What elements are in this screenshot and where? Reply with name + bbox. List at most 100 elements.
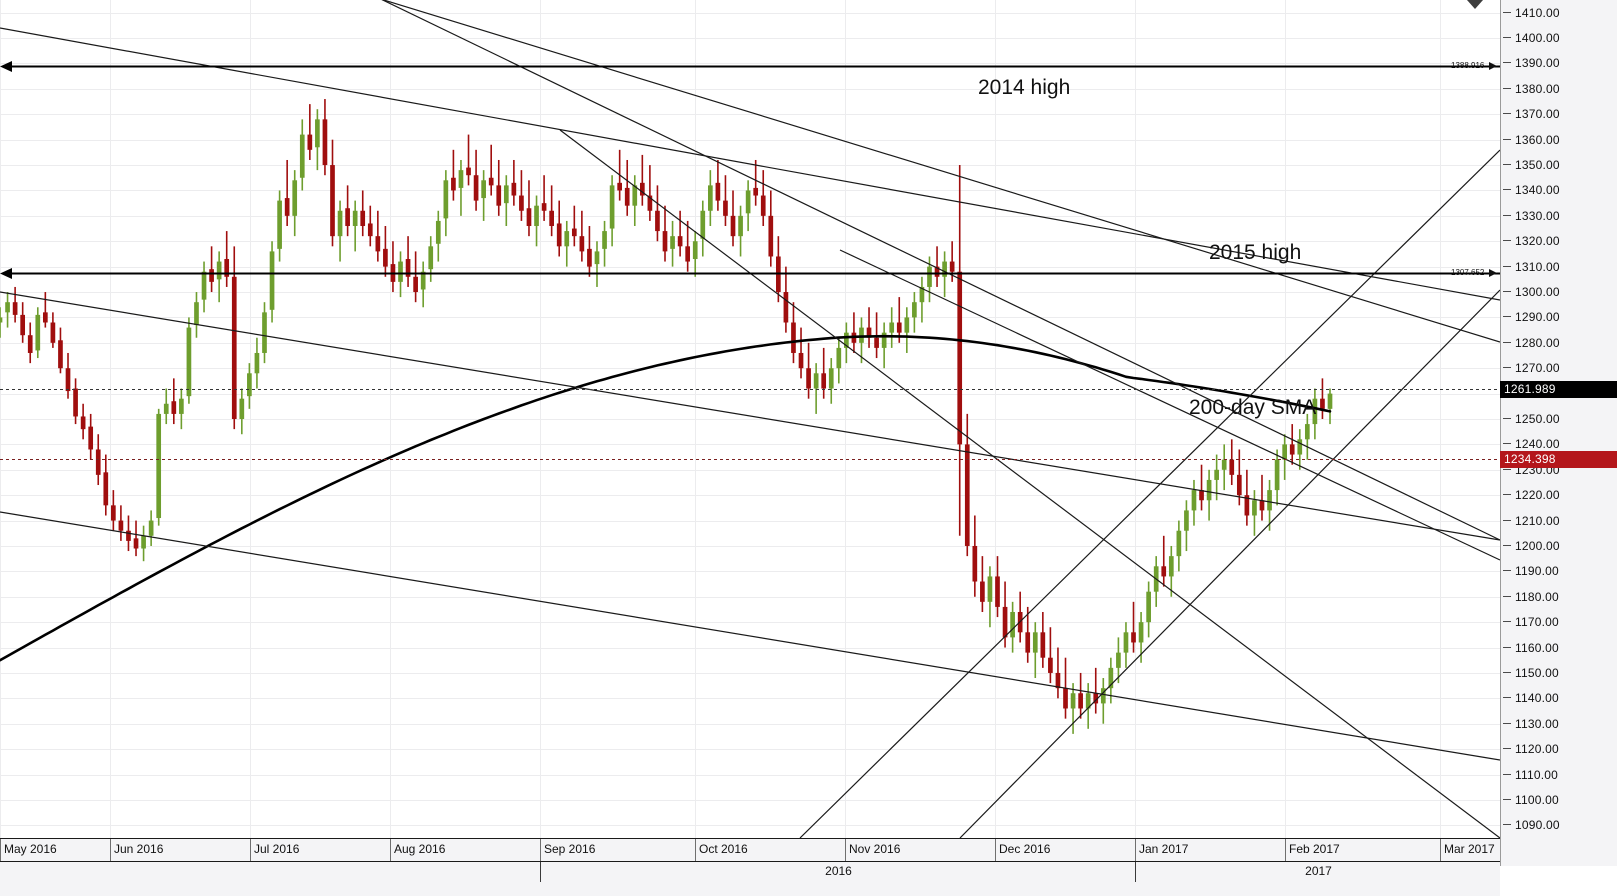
price-axis[interactable]: 1410.00 1400.00 1390.00 1380.00 1370.00 1360.… — [1500, 0, 1617, 866]
price-axis-tick: 1150.00 — [1501, 666, 1617, 680]
price-tick-label: 1300.00 — [1515, 285, 1560, 300]
candle-body — [1002, 606, 1008, 638]
candle-body — [398, 261, 403, 282]
candle-body — [1168, 556, 1174, 577]
candle-body — [65, 368, 71, 392]
price-tick-mark — [1503, 697, 1511, 699]
price-tick-label: 1350.00 — [1515, 158, 1560, 173]
price-tick-mark — [1503, 214, 1511, 216]
candle-body — [670, 236, 675, 249]
price-tick-mark — [1503, 595, 1511, 597]
candle-body — [201, 271, 207, 300]
price-tick-mark — [1503, 824, 1511, 826]
time-axis-label: Jul 2016 — [254, 842, 300, 856]
price-axis-tick: 1220.00 — [1501, 488, 1617, 502]
candle-body — [420, 271, 426, 290]
candle-body — [987, 576, 993, 602]
candle-body — [80, 416, 86, 430]
candle-body — [111, 505, 116, 521]
candle-body — [330, 165, 335, 237]
annotation-2015-high: 2015 high — [1209, 241, 1302, 264]
candle-body — [519, 195, 524, 211]
price-tick-label: 1360.00 — [1515, 132, 1560, 147]
price-tick-mark — [1503, 265, 1511, 267]
candle-body — [1161, 566, 1167, 577]
price-axis-tick: 1280.00 — [1501, 336, 1617, 350]
price-axis-tick: 1310.00 — [1501, 260, 1617, 274]
price-axis-tick: 1370.00 — [1501, 107, 1617, 121]
trendline-descending-lower — [0, 291, 1500, 541]
candle-body — [443, 180, 449, 219]
candle-body — [934, 266, 940, 277]
trendline-ascending-lower — [959, 289, 1500, 838]
price-tick-label: 1140.00 — [1515, 691, 1559, 706]
time-axis-tick: Jun 2016 — [110, 839, 250, 861]
price-tick-mark — [1503, 443, 1511, 445]
price-tick-label: 1180.00 — [1515, 589, 1559, 604]
price-axis-tick: 1110.00 — [1501, 768, 1617, 782]
candle-body — [912, 302, 917, 318]
candle-body — [655, 210, 660, 232]
price-tick-label: 1320.00 — [1515, 234, 1560, 249]
candle-body — [564, 231, 570, 247]
last-price-sma-tag[interactable]: 1261.989 — [1500, 380, 1617, 398]
candle-body — [73, 388, 78, 417]
candle-body — [602, 231, 607, 249]
price-axis-tick: 1250.00 — [1501, 412, 1617, 426]
time-axis[interactable]: May 2016 Jun 2016 Jul 2016 Aug 2016 Sep 2016… — [0, 838, 1500, 862]
time-axis-label: Aug 2016 — [394, 842, 446, 856]
level-2015-high-arrow-icon — [1489, 268, 1497, 277]
candle-body — [881, 332, 887, 348]
candle-body — [1320, 398, 1325, 409]
candle-body — [299, 134, 305, 178]
time-axis-tick: Feb 2017 — [1285, 839, 1440, 861]
price-chart-plot-area[interactable] — [0, 0, 1500, 838]
price-tick-label: 1250.00 — [1515, 412, 1560, 426]
candle-body — [247, 373, 252, 397]
time-axis-tick: Oct 2016 — [695, 839, 845, 861]
candle-body — [700, 210, 706, 239]
price-tick-mark — [1503, 37, 1511, 39]
candle-body — [1131, 632, 1136, 643]
candle-body — [5, 302, 10, 313]
candle-body — [571, 228, 577, 237]
price-tick-mark — [1503, 316, 1511, 318]
trendline-major-downtrend — [381, 0, 1500, 541]
last-price-close-tag[interactable]: 1234.398 — [1500, 450, 1617, 468]
time-axis-label: Oct 2016 — [699, 842, 748, 856]
candle-body — [231, 276, 237, 419]
price-axis-tick: 1100.00 — [1501, 793, 1617, 807]
candle-body — [791, 322, 796, 353]
price-tick-mark — [1503, 291, 1511, 293]
price-tick-label: 1190.00 — [1515, 564, 1559, 579]
candle-body — [730, 215, 736, 237]
time-axis-label: May 2016 — [4, 842, 57, 856]
price-tick-mark — [1503, 138, 1511, 140]
candle-body — [383, 248, 388, 267]
candle-body — [35, 314, 41, 351]
price-axis-tick: 1140.00 — [1501, 691, 1617, 705]
candle-body — [806, 368, 811, 389]
price-tick-label: 1290.00 — [1515, 310, 1560, 325]
candle-body — [148, 520, 154, 536]
level-2014-high-label: 1388.916 — [1451, 61, 1485, 71]
candle-body — [1078, 693, 1083, 709]
candle-body — [1214, 469, 1219, 480]
candle-body — [964, 444, 970, 546]
price-axis-tick: 1160.00 — [1501, 641, 1617, 655]
candle-body — [58, 340, 63, 369]
time-axis-label: Mar 2017 — [1444, 842, 1495, 856]
year-axis-cell: 2017 — [1135, 862, 1500, 882]
candle-body — [1191, 490, 1197, 511]
candle-body — [874, 337, 879, 348]
candle-body — [617, 182, 623, 191]
candle-body — [1199, 490, 1204, 501]
price-tick-label: 1220.00 — [1515, 488, 1560, 503]
candle-body — [859, 327, 864, 343]
candle-body — [821, 373, 827, 389]
candle-body — [88, 426, 94, 450]
candle-body — [1063, 688, 1068, 709]
price-tick-mark — [1503, 367, 1511, 369]
candle-body — [798, 352, 804, 369]
